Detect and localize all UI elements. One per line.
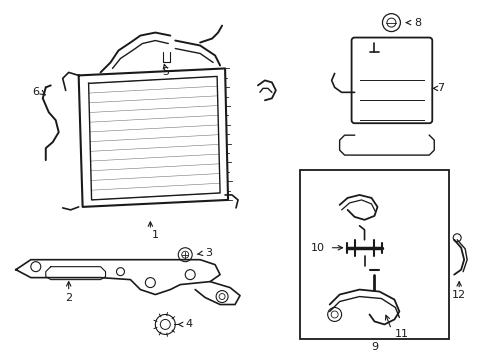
Text: 11: 11 [394,329,409,339]
Text: 7: 7 [437,84,444,93]
Text: 8: 8 [415,18,421,28]
Text: 6: 6 [32,87,39,97]
Text: 12: 12 [452,289,466,300]
Text: 3: 3 [205,248,212,258]
Text: 4: 4 [185,319,193,329]
Bar [300,170,449,339]
Text: 9: 9 [371,342,378,352]
Text: 5: 5 [162,67,169,77]
Text: 2: 2 [65,293,72,302]
Text: 10: 10 [311,243,325,253]
Text: 1: 1 [152,230,159,240]
